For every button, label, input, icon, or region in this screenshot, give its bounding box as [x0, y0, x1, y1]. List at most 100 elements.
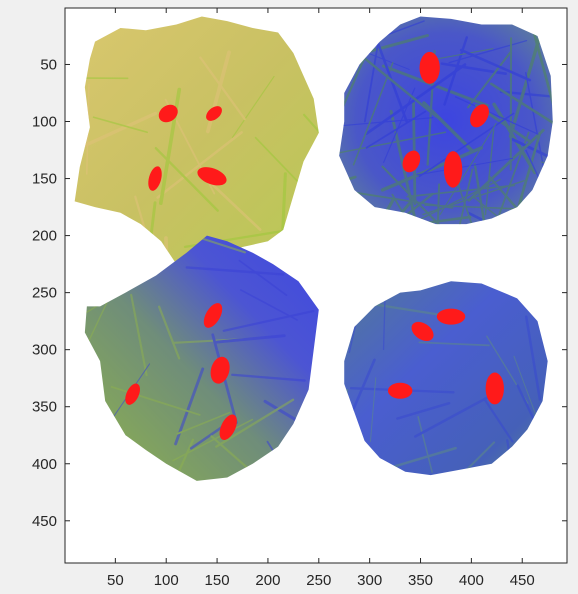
texture-stroke	[448, 39, 528, 64]
detection-marker	[411, 321, 434, 341]
texture-stroke	[442, 168, 474, 225]
x-tick-label: 400	[459, 572, 484, 589]
texture-stroke	[453, 171, 488, 225]
axes-frame	[64, 7, 568, 564]
texture-stroke	[369, 377, 377, 442]
texture-stroke	[199, 56, 246, 121]
y-tick-label: 350	[32, 399, 57, 416]
texture-stroke	[422, 101, 475, 153]
x-tick-label: 300	[357, 572, 382, 589]
texture-stroke	[473, 163, 493, 225]
texture-stroke	[467, 211, 537, 225]
texture-stroke	[157, 305, 181, 360]
texture-stroke	[417, 415, 433, 473]
detection-marker	[436, 308, 466, 325]
texture-stroke	[110, 385, 201, 416]
texture-stroke	[363, 57, 438, 118]
detection-marker	[402, 150, 421, 173]
texture-stroke	[396, 401, 451, 420]
texture-stroke	[531, 26, 553, 140]
blue-sticks-cluster	[339, 16, 553, 225]
detection-marker	[197, 167, 227, 186]
yellow-leaf-cluster	[74, 16, 319, 265]
x-axis: 50 100 150 200 250 300 350 400 450	[107, 8, 535, 589]
texture-stroke	[231, 373, 306, 382]
texture-stroke	[164, 236, 170, 265]
x-tick-label: 350	[408, 572, 433, 589]
texture-stroke	[416, 157, 514, 176]
detection-marker	[203, 303, 223, 328]
x-tick-label: 100	[154, 572, 179, 589]
y-tick-label: 450	[32, 513, 57, 530]
x-tick-label: 150	[205, 572, 230, 589]
texture-stroke	[416, 178, 501, 222]
y-tick-label: 400	[32, 456, 57, 473]
y-tick-label: 100	[32, 114, 57, 131]
texture-stroke	[383, 87, 416, 164]
texture-stroke	[483, 398, 514, 443]
texture-stroke	[418, 341, 490, 347]
texture-stroke	[222, 309, 315, 332]
y-axis: 50 100 150 200 250 300 350 400 450	[32, 56, 567, 530]
texture-stroke	[339, 192, 434, 225]
texture-stroke	[238, 259, 288, 296]
x-tick-label: 200	[255, 572, 280, 589]
texture-stroke	[418, 112, 515, 178]
texture-stroke	[489, 82, 553, 148]
detection-marker	[470, 104, 489, 128]
detection-marker	[158, 104, 178, 123]
texture-stroke	[511, 137, 553, 188]
yellow-leaf-cluster-texture	[74, 28, 319, 265]
x-tick-label: 450	[510, 572, 535, 589]
y-tick-label: 50	[40, 56, 57, 73]
texture-stroke	[370, 302, 443, 317]
texture-stroke	[391, 193, 454, 225]
texture-stroke	[130, 293, 148, 377]
y-tick-label: 300	[32, 342, 57, 359]
texture-stroke	[352, 62, 394, 166]
texture-stroke	[434, 183, 441, 225]
y-tick-label: 200	[32, 228, 57, 245]
detection-marker	[148, 166, 162, 191]
texture-stroke	[172, 418, 254, 462]
x-tick-label: 50	[107, 572, 124, 589]
texture-stroke	[92, 116, 148, 134]
detection-marker	[419, 51, 440, 84]
yellow-leaf-cluster-shape	[74, 16, 319, 265]
texture-stroke	[215, 398, 295, 448]
green-blue-leaf-cluster	[84, 235, 319, 481]
y-tick-label: 250	[32, 285, 57, 302]
texture-stroke	[496, 131, 530, 220]
texture-stroke	[344, 358, 376, 457]
image-layer	[74, 16, 553, 481]
texture-stroke	[484, 129, 495, 216]
texture-stroke	[467, 51, 512, 109]
texture-stroke	[144, 438, 195, 481]
detection-marker	[387, 382, 413, 399]
x-tick-label: 250	[306, 572, 331, 589]
y-tick-label: 150	[32, 171, 57, 188]
texture-stroke	[176, 411, 231, 435]
texture-stroke	[439, 122, 497, 215]
texture-stroke	[239, 289, 298, 321]
texture-stroke	[84, 305, 98, 333]
texture-stroke	[215, 334, 286, 344]
texture-stroke	[499, 90, 553, 103]
detection-marker	[443, 151, 463, 188]
detection-marker	[206, 106, 222, 121]
texture-stroke	[524, 315, 542, 401]
texture-stroke	[454, 96, 541, 136]
blue-teal-leaf-cluster-shape	[344, 281, 548, 476]
texture-stroke	[154, 146, 219, 212]
detection-marker	[125, 383, 140, 405]
detection-marker	[219, 414, 237, 441]
texture-stroke	[231, 75, 275, 139]
texture-stroke	[443, 36, 469, 106]
texture-stroke	[414, 389, 503, 438]
texture-stroke	[211, 183, 262, 231]
texture-stroke	[459, 48, 532, 82]
texture-stroke	[492, 102, 537, 175]
texture-stroke	[185, 266, 285, 276]
texture-stroke	[303, 113, 319, 187]
